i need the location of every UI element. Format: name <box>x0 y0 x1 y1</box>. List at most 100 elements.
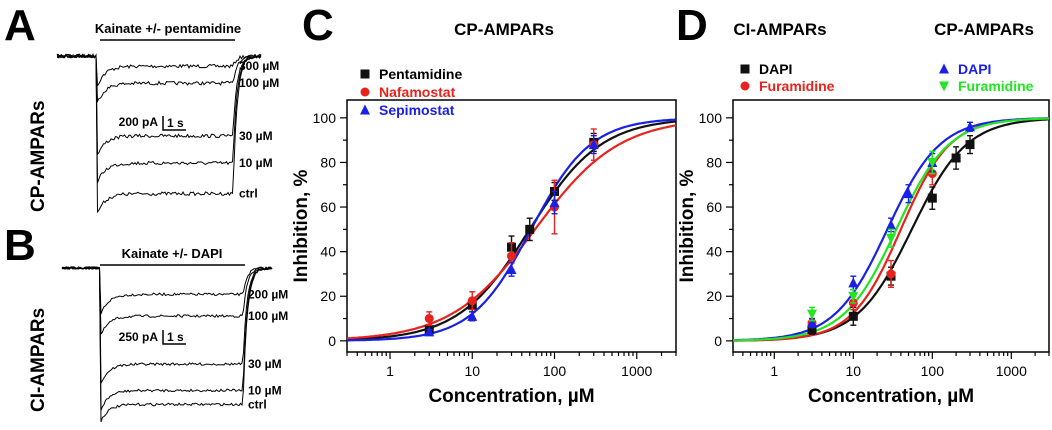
x-tick-label: 10 <box>464 363 480 379</box>
panel-b-drug-label: Kainate +/- DAPI <box>122 246 223 261</box>
panel-c-title: CP-AMPARs <box>454 20 554 39</box>
panel-b-row-label: CI-AMPARs <box>28 308 49 412</box>
x-tick-label: 1000 <box>621 363 652 379</box>
legend-entry: Furamidine <box>759 78 835 94</box>
data-point <box>467 310 478 321</box>
plot-frame <box>346 99 677 353</box>
data-point <box>886 219 896 230</box>
data-point <box>939 63 949 74</box>
trace-label: 200 µM <box>248 287 288 301</box>
panel-d-title-left: CI-AMPARs <box>733 20 826 39</box>
data-point <box>903 188 914 199</box>
panel-a-traces: 300 µM 100 µM 30 µM 10 µM ctrl <box>56 53 279 214</box>
x-tick-label: 1 <box>770 363 778 379</box>
fit-curve <box>347 118 677 342</box>
trace-line <box>61 266 273 423</box>
data-point <box>965 140 975 150</box>
trace-line <box>56 53 262 214</box>
trace-label: 10 µM <box>248 383 282 397</box>
data-point <box>886 233 896 244</box>
data-point <box>360 87 370 97</box>
data-point <box>588 139 599 150</box>
panel-a-scale-bar: 200 pA 1 s <box>119 115 186 131</box>
data-point <box>507 251 516 261</box>
data-point <box>525 224 535 234</box>
data-point <box>807 317 817 328</box>
data-point <box>549 197 560 208</box>
panel-a-letter: A <box>4 1 36 50</box>
x-tick-label: 1000 <box>996 363 1027 379</box>
y-tick-label: 40 <box>706 244 722 260</box>
legend-entry: DAPI <box>958 61 991 77</box>
trace-label: ctrl <box>239 187 258 201</box>
trace-line <box>56 53 262 156</box>
y-tick-label: 40 <box>320 244 336 260</box>
chart-d: 1 10 100 1000 0 20 40 60 80 100 Concentration, µM I… <box>677 61 1050 407</box>
legend-entry: DAPI <box>759 61 792 77</box>
y-tick-label: 0 <box>714 333 722 349</box>
trace-label: 30 µM <box>248 357 282 371</box>
data-point <box>467 296 477 306</box>
data-point <box>965 121 975 132</box>
data-point <box>424 326 435 337</box>
legend-entry: Nafamostat <box>379 84 456 100</box>
fit-curve <box>346 124 677 340</box>
trace-label: 30 µM <box>239 129 273 143</box>
panel-c: C CP-AMPARs 1 10 100 1000 0 20 40 60 80 100 Concen… <box>291 1 677 407</box>
data-point <box>506 263 517 274</box>
data-point <box>927 193 937 203</box>
trace-line <box>56 53 262 183</box>
panel-d-title-right: CP-AMPARs <box>934 20 1034 39</box>
y-tick-label: 60 <box>320 199 336 215</box>
panel-c-letter: C <box>302 1 334 50</box>
y-tick-label: 20 <box>706 288 722 304</box>
panel-b-scale-time: 1 s <box>167 330 184 344</box>
trace-line <box>56 53 262 104</box>
data-point <box>360 69 370 79</box>
x-axis-label: Concentration, µM <box>428 386 594 407</box>
y-axis-label: Inhibition, % <box>291 169 312 282</box>
data-point <box>848 291 859 302</box>
y-tick-label: 100 <box>699 110 723 126</box>
data-point <box>807 325 817 335</box>
data-point <box>848 311 858 321</box>
y-tick-label: 80 <box>320 154 336 170</box>
trace-label: 300 µM <box>239 59 279 73</box>
y-axis-label: Inhibition, % <box>677 169 698 282</box>
data-point <box>740 64 750 74</box>
panel-a-scale-current: 200 pA <box>119 115 159 129</box>
panel-a: A CP-AMPARs Kainate +/- pentamidine 300 … <box>4 1 279 214</box>
panel-b-scale-bar: 250 pA 1 s <box>119 330 186 345</box>
legend-entry: Sepimostat <box>379 102 455 118</box>
data-point <box>360 104 370 115</box>
panel-d-letter: D <box>676 1 708 50</box>
x-tick-label: 10 <box>846 363 862 379</box>
data-point <box>886 269 896 279</box>
y-tick-label: 20 <box>320 288 336 304</box>
legend-entry: Pentamidine <box>379 66 462 82</box>
fit-curve <box>346 120 677 341</box>
data-point <box>740 81 750 91</box>
panel-d: D CI-AMPARs CP-AMPARs 1 10 100 1000 0 20 40 60 8… <box>676 1 1050 407</box>
trace-label: 10 µM <box>239 156 273 170</box>
x-tick-label: 100 <box>543 363 567 379</box>
panel-a-drug-label: Kainate +/- pentamidine <box>95 21 241 36</box>
data-point <box>848 277 859 288</box>
x-tick-label: 100 <box>921 363 945 379</box>
panel-a-scale-time: 1 s <box>167 116 184 130</box>
panel-a-row-label: CP-AMPARs <box>28 100 49 212</box>
panel-b-scale-current: 250 pA <box>119 330 159 344</box>
chart-c: 1 10 100 1000 0 20 40 60 80 100 Concentration, µM I… <box>291 66 677 407</box>
trace-line <box>61 266 273 385</box>
panel-b: B CI-AMPARs Kainate +/- DAPI 200 µM 100 µ… <box>4 221 288 423</box>
y-tick-label: 80 <box>706 154 722 170</box>
x-axis-label: Concentration, µM <box>808 386 974 407</box>
data-point <box>807 309 817 320</box>
trace-label: ctrl <box>248 397 267 411</box>
trace-label: 100 µM <box>239 76 279 90</box>
data-point <box>951 153 961 163</box>
trace-line <box>61 265 273 315</box>
x-tick-label: 1 <box>386 363 394 379</box>
